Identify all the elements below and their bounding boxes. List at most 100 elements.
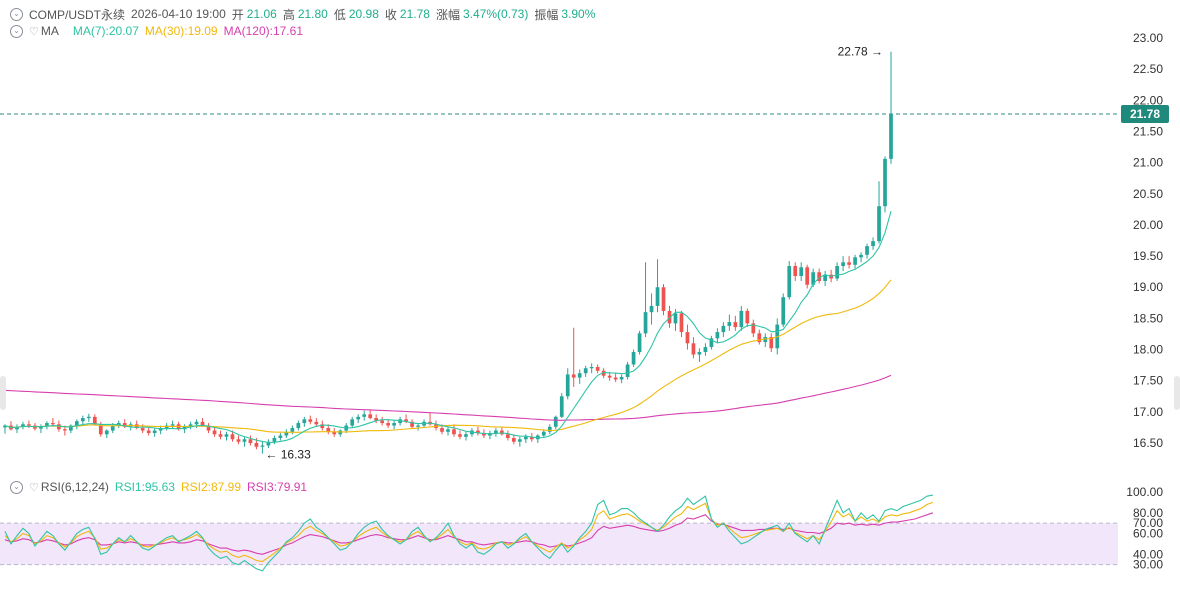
- candle-body: [643, 312, 648, 334]
- candle-body: [715, 332, 720, 339]
- price-axis-tick: 20.50: [1133, 187, 1163, 201]
- price-axis-tick: 16.50: [1133, 436, 1163, 450]
- rsi-legend: ⌄ ♡ RSI(6,12,24) RSI1:95.63 RSI2:87.99 R…: [10, 479, 307, 495]
- bell-icon[interactable]: ♡: [29, 25, 39, 38]
- max-price-marker: 22.78 →: [838, 45, 883, 59]
- scroll-left-handle[interactable]: [0, 376, 6, 410]
- rsi-axis-tick: 60.00: [1133, 527, 1163, 541]
- candle-body: [889, 114, 893, 159]
- candle-body: [793, 266, 798, 277]
- candle-body: [565, 374, 570, 397]
- candle-body: [440, 428, 444, 432]
- price-axis-tick: 22.50: [1133, 62, 1163, 76]
- candle-body: [559, 396, 564, 417]
- candle-body: [739, 310, 744, 328]
- price-axis-tick: 18.00: [1133, 343, 1163, 357]
- candle-body: [865, 246, 869, 255]
- candle-body: [673, 313, 678, 324]
- change-label: 涨幅: [435, 7, 460, 22]
- candle-body: [709, 338, 714, 348]
- ma-legend-name: MA: [40, 24, 59, 38]
- candle-body: [847, 262, 851, 265]
- candle-body: [140, 428, 145, 431]
- candle-body: [290, 428, 295, 432]
- candle-body: [685, 332, 690, 344]
- amplitude-label: 振幅: [534, 7, 559, 22]
- rsi3-value: RSI3:79.91: [247, 480, 308, 494]
- candle-body: [374, 418, 379, 421]
- candle-body: [63, 429, 67, 431]
- candle-body: [170, 424, 175, 426]
- candle-body: [476, 430, 480, 434]
- candle-body: [733, 322, 738, 328]
- candle-body: [601, 370, 606, 376]
- rsi2-line: [4, 501, 934, 563]
- candle-body: [260, 445, 265, 447]
- current-price-label: 21.78: [1130, 107, 1160, 121]
- candle-body: [218, 434, 223, 437]
- scroll-right-handle[interactable]: [1174, 376, 1180, 410]
- close-value: 21.78: [399, 7, 430, 21]
- candle-body: [68, 425, 73, 431]
- candle-body: [727, 322, 732, 326]
- chevron-down-icon[interactable]: ⌄: [10, 7, 23, 21]
- rsi-axis-tick: 100.00: [1126, 485, 1163, 499]
- candle-body: [577, 373, 582, 378]
- candle-body: [799, 267, 804, 277]
- candle-body: [745, 310, 750, 324]
- candle-body: [86, 416, 91, 419]
- candle-body: [152, 430, 157, 434]
- candle-body: [751, 323, 756, 334]
- candle-body: [446, 429, 450, 432]
- candle-body: [583, 368, 588, 374]
- candle-body: [553, 416, 558, 427]
- candle-body: [661, 287, 666, 311]
- bell-icon[interactable]: ♡: [29, 481, 39, 494]
- candle-body: [452, 429, 456, 435]
- candle-body: [74, 421, 79, 426]
- low-value: 20.98: [348, 7, 379, 21]
- candle-body: [380, 420, 385, 424]
- candle-body: [386, 423, 390, 426]
- candle-body: [104, 430, 109, 435]
- chevron-down-icon[interactable]: ⌄: [10, 24, 23, 38]
- candle-body: [398, 419, 402, 424]
- price-axis-tick: 18.50: [1133, 311, 1163, 325]
- rsi1-line: [4, 494, 933, 572]
- candle-body: [146, 430, 151, 434]
- price-axis-tick: 19.00: [1133, 280, 1163, 294]
- candle-body: [482, 433, 486, 436]
- amplitude-value: 3.90%: [561, 7, 596, 21]
- open-label: 开: [231, 7, 244, 22]
- candle-body: [589, 366, 594, 369]
- candle-body: [51, 423, 55, 425]
- ma120-value: MA(120):17.61: [223, 24, 303, 38]
- axis-layer: 23.00 22.50 22.00 21.50 21.00 20.50 20.00 19.50…: [1121, 31, 1169, 572]
- candle-body: [404, 419, 408, 422]
- rsi-axis-tick: 80.00: [1133, 506, 1163, 520]
- chevron-down-icon[interactable]: ⌄: [10, 480, 23, 494]
- price-layer: 22.78 → ← 16.33: [0, 45, 1118, 462]
- candle-body: [541, 431, 546, 436]
- candle-body: [464, 434, 468, 437]
- min-price-marker: ← 16.33: [265, 448, 311, 462]
- candle-body: [45, 423, 49, 427]
- candle-body: [39, 426, 43, 429]
- candle-body: [619, 376, 624, 380]
- ma30-line: [4, 279, 892, 433]
- candle-body: [308, 419, 313, 422]
- symbol-label: COMP/USDT永续: [29, 7, 126, 22]
- ma30-value: MA(30):19.09: [144, 24, 218, 38]
- candle-body: [3, 425, 7, 428]
- candle-body: [21, 424, 25, 427]
- ma-layer: [4, 211, 892, 444]
- candle-body: [595, 366, 600, 371]
- candle-body: [781, 297, 786, 325]
- candle-body: [523, 436, 528, 440]
- candle-body: [511, 438, 516, 442]
- candle-body: [494, 430, 498, 434]
- change-value: 3.47%(0.73): [462, 7, 529, 21]
- rsi-axis-tick: 30.00: [1133, 558, 1163, 572]
